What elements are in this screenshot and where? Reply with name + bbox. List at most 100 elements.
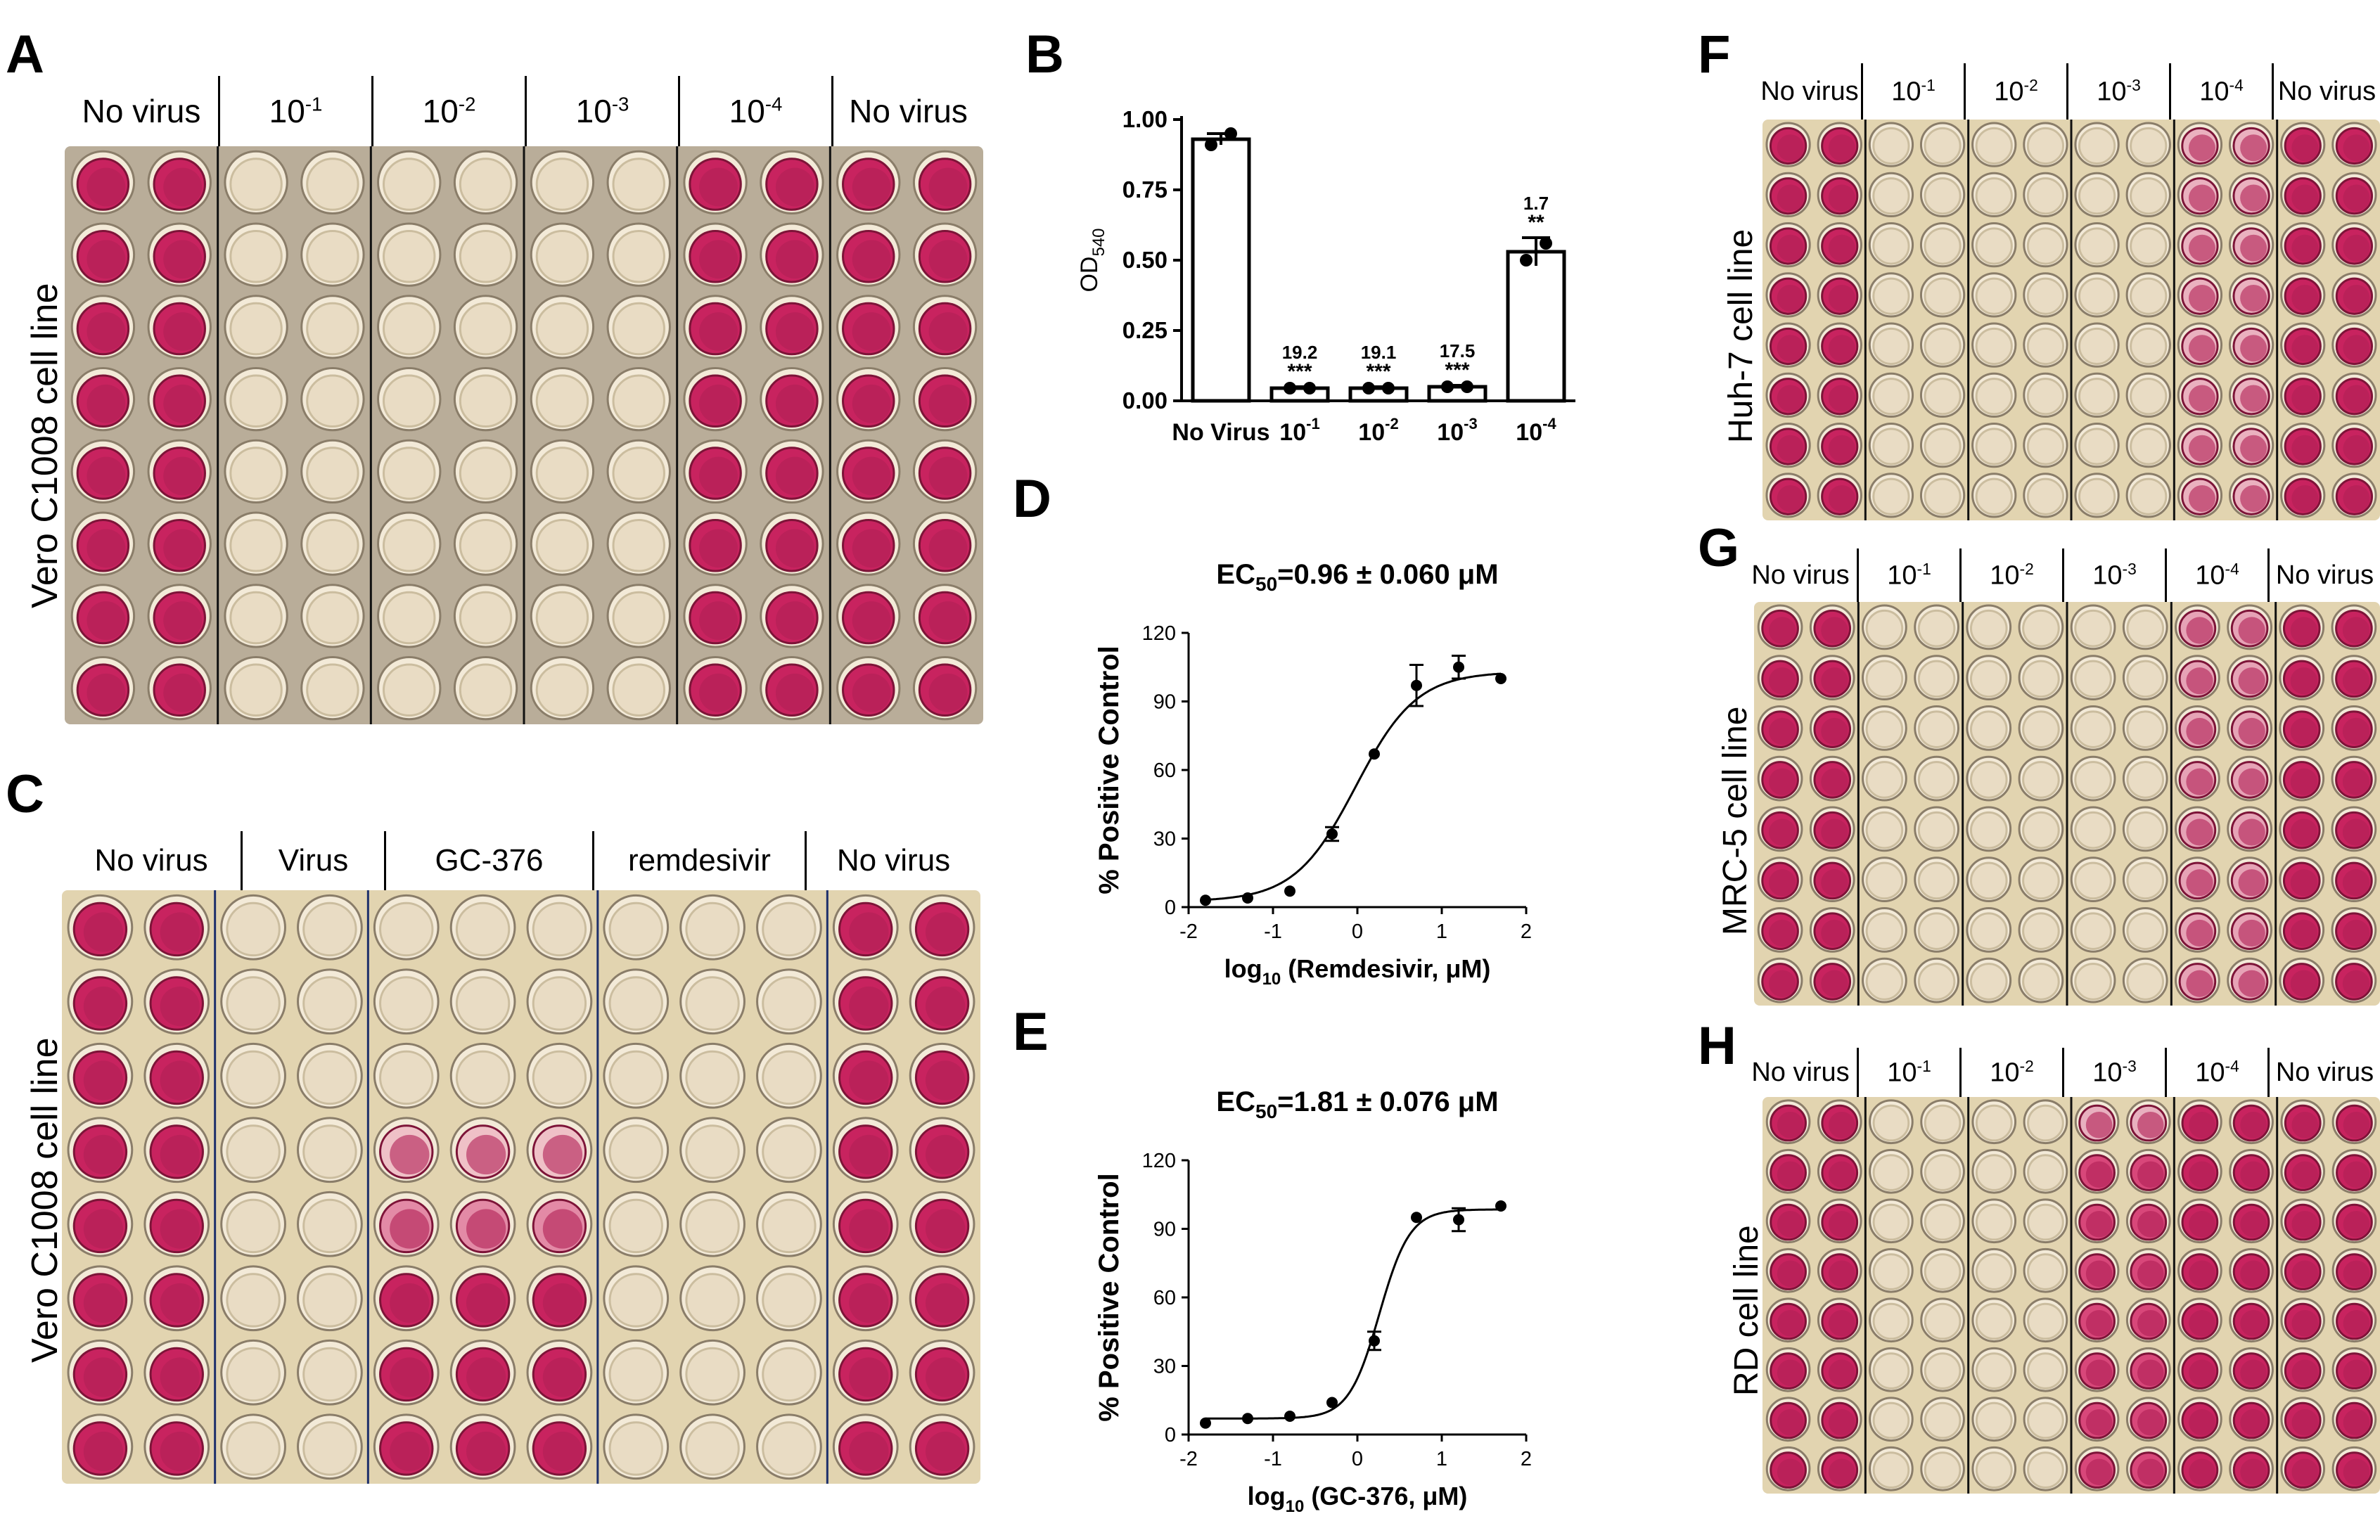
well xyxy=(2280,422,2326,468)
well xyxy=(1914,957,1959,1003)
plate-f-image xyxy=(1762,120,2380,520)
well xyxy=(1869,1397,1914,1442)
well xyxy=(1920,1446,1965,1491)
column-header: Virus xyxy=(241,831,384,890)
data-point xyxy=(1382,382,1395,394)
well xyxy=(2279,604,2325,650)
well xyxy=(2074,322,2120,368)
well xyxy=(2331,755,2377,802)
well xyxy=(909,1191,975,1257)
well xyxy=(2070,755,2116,802)
well xyxy=(1765,1347,1811,1392)
well xyxy=(2229,1247,2274,1293)
well xyxy=(2125,122,2171,167)
well xyxy=(1817,473,1862,518)
bar xyxy=(1269,386,1330,403)
well xyxy=(756,1339,822,1406)
well xyxy=(909,1042,975,1109)
column-header: No virus xyxy=(2267,1048,2380,1097)
well xyxy=(2074,1099,2120,1145)
column-header-label: No virus xyxy=(2277,76,2376,106)
well xyxy=(683,584,748,648)
well xyxy=(1919,473,1966,518)
plate-c-cell-line: Vero C1008 cell line xyxy=(25,1037,65,1363)
well xyxy=(836,366,901,432)
well xyxy=(683,295,748,359)
well xyxy=(1862,856,1907,902)
well xyxy=(1817,1198,1862,1244)
well xyxy=(67,1042,134,1109)
x-tick-label: -2 xyxy=(1179,920,1198,943)
well xyxy=(453,511,518,576)
plate-g-header: No virus 10-1 10-2 10-3 10-4 No virus xyxy=(1744,548,2380,602)
column-header: 10-3 xyxy=(525,76,678,146)
plate-a-wells xyxy=(70,146,978,724)
plate-f-cell-line: Huh-7 cell line xyxy=(1722,229,1760,443)
column-header: 10-4 xyxy=(2169,63,2272,120)
well xyxy=(2229,1148,2274,1194)
well xyxy=(297,968,363,1035)
column-header: 10-1 xyxy=(1861,63,1964,120)
well xyxy=(603,1117,670,1183)
well xyxy=(683,511,748,576)
well xyxy=(836,584,901,648)
y-tick-label: 30 xyxy=(1153,1356,1176,1378)
well xyxy=(1868,372,1914,418)
well xyxy=(1817,1247,1862,1293)
well xyxy=(1919,222,1966,268)
y-tick-label: 0.50 xyxy=(1122,247,1167,273)
column-header: 10-1 xyxy=(1857,548,1959,602)
panel-letter-d: D xyxy=(1013,469,1051,529)
well xyxy=(1868,272,1914,318)
well xyxy=(603,1413,670,1480)
well xyxy=(143,1042,210,1109)
ec50-title: EC50=1.81 ± 0.076 μM xyxy=(1216,1086,1498,1122)
well xyxy=(224,150,288,215)
column-header-label: 10-4 xyxy=(2199,75,2244,107)
well xyxy=(1817,1297,1862,1343)
well xyxy=(373,1339,440,1406)
well xyxy=(1817,372,1862,418)
panel-letter-b: B xyxy=(1025,25,1064,84)
plate-c-image xyxy=(62,890,980,1484)
well xyxy=(297,1339,363,1406)
well xyxy=(1971,1148,2017,1194)
well xyxy=(683,439,748,504)
well xyxy=(1971,1247,2017,1293)
column-header-exponent: -1 xyxy=(1917,559,1931,578)
well xyxy=(1971,1446,2017,1491)
well xyxy=(2125,1148,2171,1194)
column-header: 10-2 xyxy=(1959,548,2062,602)
well xyxy=(2074,1347,2120,1392)
plate-c-wells xyxy=(67,890,975,1484)
y-tick-label: 90 xyxy=(1153,1219,1176,1241)
x-tick-label: 10-3 xyxy=(1437,415,1477,446)
well xyxy=(679,1042,746,1109)
well xyxy=(67,968,134,1035)
well xyxy=(2227,907,2272,953)
well xyxy=(147,439,212,504)
well xyxy=(2125,1297,2171,1343)
panel-letter-h: H xyxy=(1698,1016,1736,1076)
well xyxy=(526,1117,593,1183)
well xyxy=(1919,122,1966,167)
well xyxy=(679,1413,746,1480)
well xyxy=(756,1413,822,1480)
well xyxy=(2280,1148,2326,1194)
well xyxy=(760,655,824,721)
well xyxy=(2070,705,2116,751)
well xyxy=(1919,172,1966,218)
data-point xyxy=(1495,1200,1506,1212)
well xyxy=(912,511,978,576)
well xyxy=(2074,1198,2120,1244)
well xyxy=(1914,705,1959,751)
well xyxy=(1765,1247,1811,1293)
well xyxy=(909,1117,975,1183)
well xyxy=(836,511,901,576)
well xyxy=(679,1339,746,1406)
well xyxy=(1920,1099,1965,1145)
well xyxy=(912,366,978,432)
well xyxy=(2177,272,2223,318)
well xyxy=(1966,806,2012,852)
plate-a-header: No virus 10-1 10-2 10-3 10-4 No virus xyxy=(65,76,983,146)
